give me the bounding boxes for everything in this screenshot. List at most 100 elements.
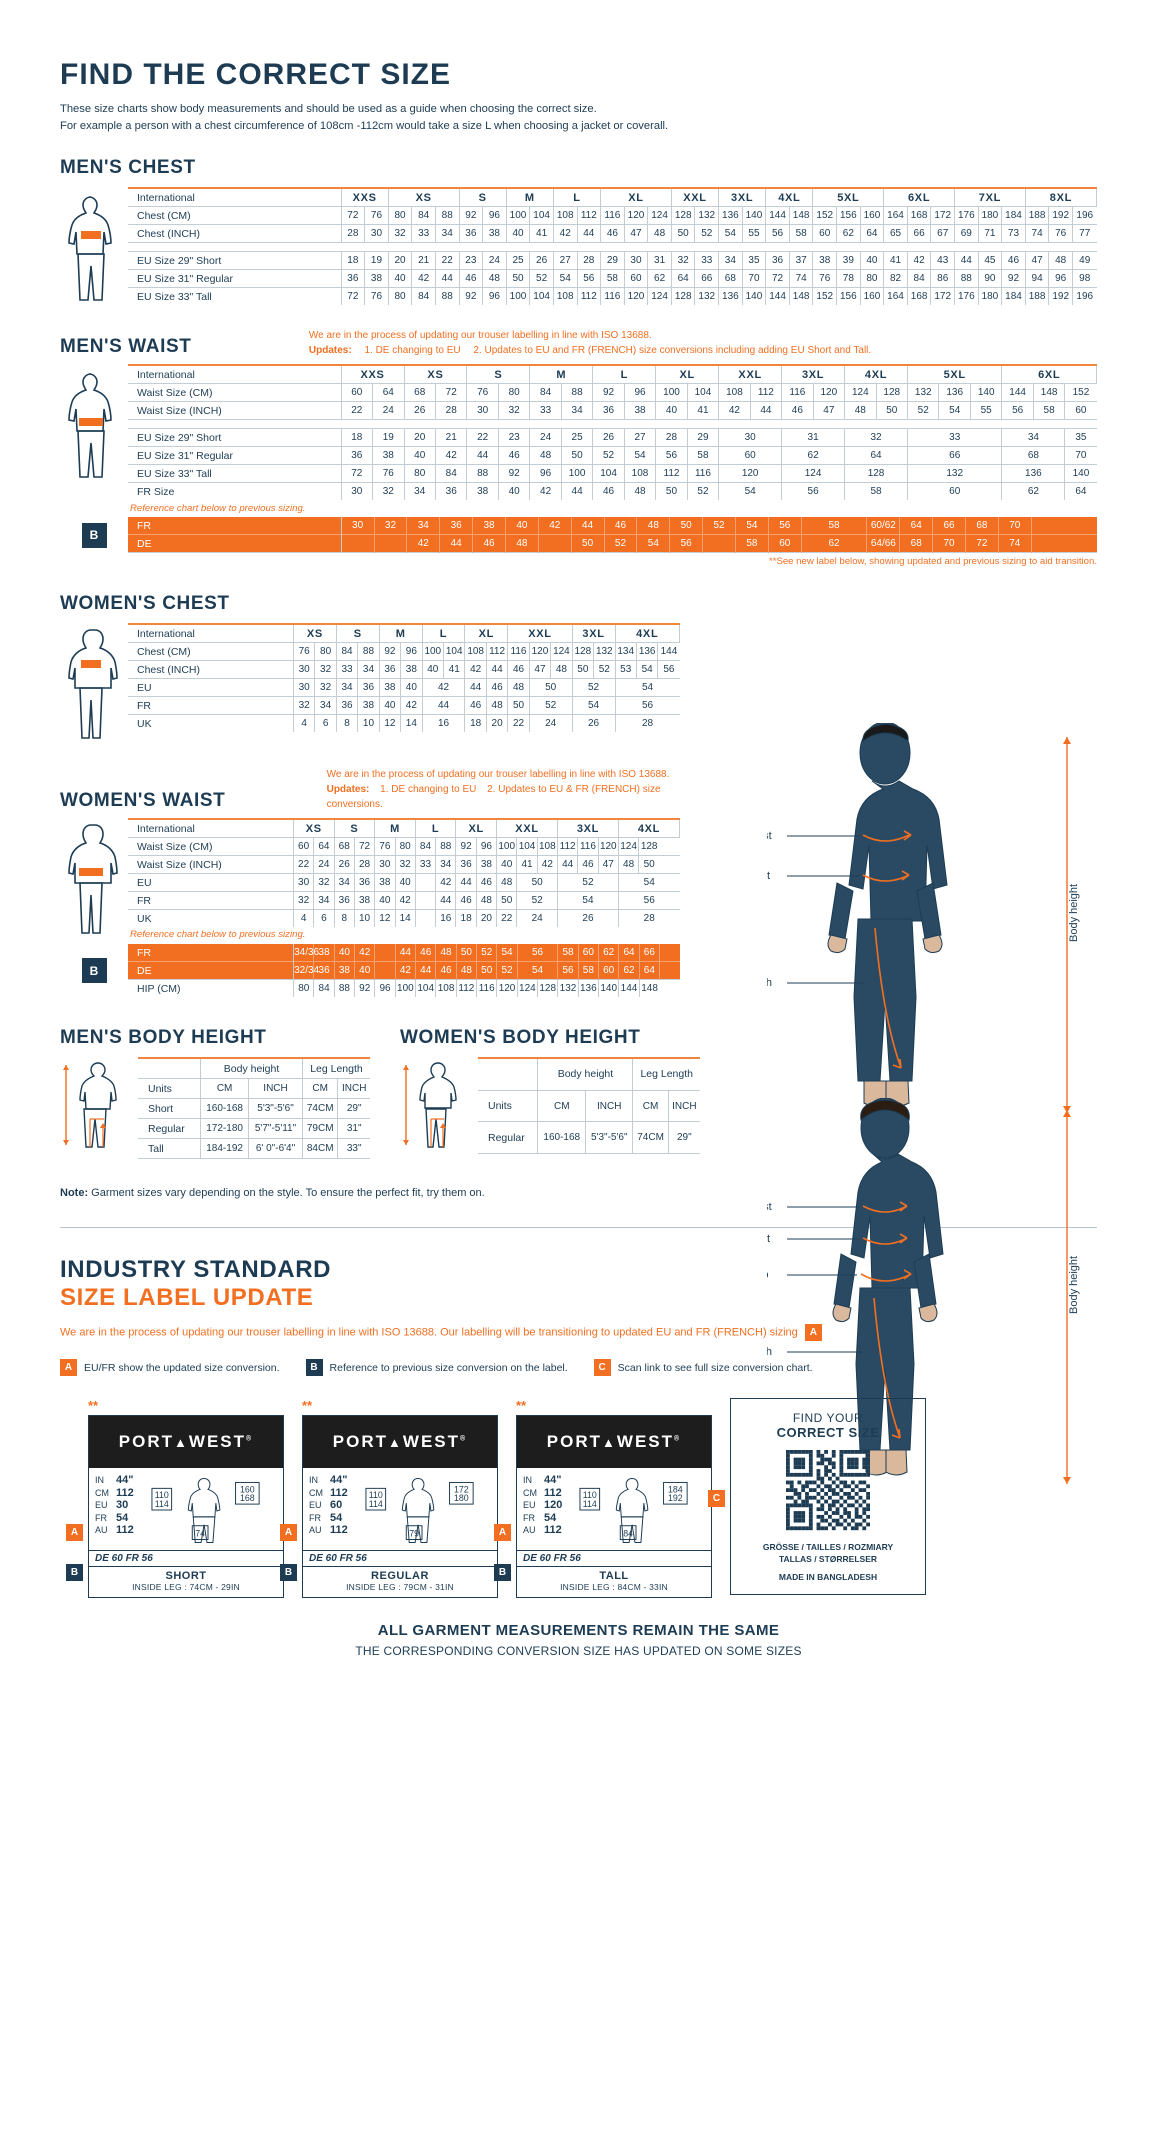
table-cell: 144 — [765, 287, 790, 305]
qr-title-1: FIND YOUR — [792, 1411, 864, 1425]
table-cell: 54 — [938, 401, 971, 420]
table-row: EU Size 31" Regular 36 38 40 42 44 46 48 50 52 54 5… — [128, 269, 1097, 288]
table-cell: 54 — [572, 696, 616, 715]
table-cell: 52 — [557, 873, 619, 892]
row-label: Chest (INCH) — [128, 224, 342, 243]
inside-leg-text: INSIDE LEG : 74CM - 29IN — [132, 1582, 240, 1592]
bh-unit-cm-2: CM — [302, 1078, 339, 1099]
table-cell: 74 — [789, 269, 814, 288]
col-group-6xl: 6XL — [1001, 365, 1097, 384]
footer-line-1: ALL GARMENT MEASUREMENTS REMAIN THE SAME — [377, 1622, 780, 1639]
col-group-4xl: 4XL — [765, 188, 814, 207]
table-cell: 28 — [435, 401, 468, 420]
table-cell: 132 — [557, 979, 579, 997]
tag-a-marker: A — [494, 1524, 511, 1541]
table-cell: 70 — [998, 517, 1032, 535]
table-cell: 92 — [459, 287, 484, 305]
table-cell: 82 — [883, 269, 908, 288]
table-cell: 80 — [388, 206, 413, 225]
table-cell: 30 — [466, 401, 499, 420]
bh-col-leg-length: Leg Length — [640, 1068, 693, 1081]
table-cell: 148 — [1033, 383, 1066, 402]
table-cell: 58 — [578, 961, 600, 980]
table-cell: 92 — [354, 979, 376, 997]
table-row: DE 32/34 36 38 40 42 44 46 48 50 52 54 56 58 60 62 64 — [128, 961, 680, 980]
table-cell: 96 — [400, 642, 423, 661]
table-cell: 92 — [379, 642, 402, 661]
garment-label-card: ** PORT▲WEST® IN 44" CM 112 EU 30 FR 54 AU 112 11… — [66, 1398, 284, 1598]
table-cell: 32 — [395, 855, 416, 874]
table-cell: 42 — [411, 269, 436, 288]
label-size-list: IN 44" CM 112 EU 60 FR 54 AU 112 — [309, 1474, 348, 1546]
row-label: FR Size — [128, 482, 342, 500]
table-cell: 96 — [482, 287, 507, 305]
womens-body-height-table: Body height Leg Length Units CM INCH CM … — [478, 1057, 700, 1154]
legend-tag-b: B — [305, 1359, 323, 1376]
table-cell: 132 — [694, 206, 720, 225]
row-label: Chest (CM) — [128, 206, 342, 225]
table-cell — [374, 944, 396, 962]
mens-waist-orange-block: B FR 30 32 34 36 38 40 42 44 46 48 50 52 54 56 58 60/62 6… — [60, 517, 1097, 553]
table-cell — [374, 961, 396, 980]
table-cell: 64 — [1075, 486, 1087, 497]
table-cell: 12 — [379, 714, 402, 732]
label-value: 54 — [544, 1511, 557, 1524]
table-cell: 120 — [598, 837, 619, 856]
row-label: EU Size 33" Tall — [128, 287, 342, 305]
table-cell — [1031, 534, 1097, 553]
table-cell: 104 — [687, 383, 720, 402]
table-cell: 36 — [354, 873, 376, 892]
fit-length-bar: SHORT INSIDE LEG : 74CM - 29IN — [89, 1566, 283, 1597]
table-cell: 58 — [789, 224, 814, 243]
table-cell: 32 — [314, 660, 337, 679]
table-cell: 14 — [400, 714, 423, 732]
table-cell: 36 — [341, 446, 374, 465]
table-cell: 58 — [687, 446, 720, 465]
table-cell: 40 — [496, 855, 518, 874]
table-cell: 50 — [655, 482, 688, 500]
table-cell: 69 — [954, 224, 979, 243]
table-cell: 76 — [364, 287, 389, 305]
table-cell: 46 — [455, 891, 477, 910]
table-cell: 55 — [742, 224, 767, 243]
table-cell — [538, 534, 572, 553]
qr-code-icon[interactable] — [786, 1450, 870, 1534]
table-cell: 30 — [293, 873, 315, 892]
bh-units-label: Units — [138, 1078, 202, 1099]
table-cell: 54 — [517, 961, 559, 980]
table-row: Regular 172-180 5'7"-5'11" 79CM 31" — [138, 1118, 370, 1139]
table-cell: 38 — [476, 855, 498, 874]
row-label: EU — [128, 873, 294, 892]
table-cell: 100 — [422, 642, 445, 661]
table-cell: 84 — [411, 206, 436, 225]
label-row: FR 54 — [523, 1512, 562, 1525]
table-cell: 72 — [341, 287, 366, 305]
table-cell: 62 — [647, 269, 672, 288]
table-cell: 46 — [498, 446, 531, 465]
svg-text:172: 172 — [454, 1484, 469, 1494]
table-cell: 136 — [938, 383, 971, 402]
svg-text:168: 168 — [240, 1493, 255, 1503]
table-cell: 50 — [571, 534, 605, 553]
table-cell: 41 — [529, 224, 554, 243]
table-cell: 33 — [907, 428, 1003, 447]
garment-label-card: ** PORT▲WEST® IN 44" CM 112 EU 120 FR 54 AU 112 1… — [494, 1398, 712, 1598]
label-key: FR — [523, 1512, 535, 1523]
previous-size-line: DE 60 FR 56 — [303, 1550, 497, 1566]
fit-length-bar: REGULAR INSIDE LEG : 79CM - 31IN — [303, 1566, 497, 1597]
table-cell: 148 — [789, 206, 814, 225]
table-cell: 66 — [907, 224, 932, 243]
diagram-label-leg: Leg Length — [767, 977, 772, 989]
table-cell: 58 — [801, 517, 868, 535]
table-cell: 88 — [954, 269, 979, 288]
table-cell: 100 — [655, 383, 688, 402]
col-group-4xl: 4XL — [615, 624, 680, 643]
table-cell: 36 — [439, 517, 474, 535]
table-cell: 98 — [1079, 273, 1091, 284]
table-row: EU Size 33" Tall 72 76 80 84 88 92 96 100 104 108 1… — [128, 287, 1097, 305]
table-cell: 54 — [735, 517, 769, 535]
table-cell: 6' 0"-6'4" — [248, 1138, 303, 1159]
table-cell: 196 — [1076, 291, 1094, 302]
womens-waist-hip-row: HIP (CM) 80 84 88 92 96 100 104 108 112 116 120 124 1… — [128, 979, 680, 997]
table-cell: 28 — [341, 224, 366, 243]
